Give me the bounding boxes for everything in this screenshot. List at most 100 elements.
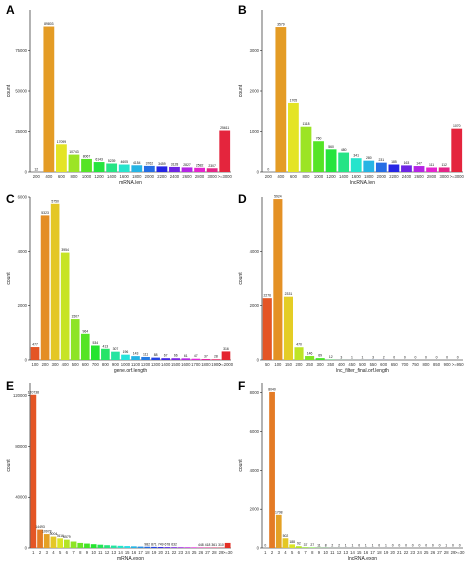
panel-e-bar	[171, 547, 177, 548]
panel-a-data-label: 4605	[120, 160, 128, 164]
panel-c-x-tick-label: 800	[102, 362, 110, 367]
panel-c-bar	[181, 358, 191, 360]
panel-a-x-tick-label: 2400	[170, 174, 180, 179]
panel-c-data-label: 307	[113, 347, 119, 351]
panel-f-data-label: 11	[317, 543, 321, 547]
panel-f-bar	[269, 391, 275, 548]
panel-f-letter: F	[238, 379, 245, 393]
panel-f-x-tick-label: 2	[271, 550, 274, 555]
panel-a-x-tick-label: 2800	[195, 174, 205, 179]
panel-e-x-tick-label: 18	[145, 550, 150, 555]
panel-f-x-tick-label: 10	[323, 550, 328, 555]
panel-d-x-axis-title: lnc_filter_final.orf.length	[336, 368, 389, 374]
panel-b-x-tick-label: 1400	[339, 174, 349, 179]
panel-f-data-label: 0	[358, 544, 360, 548]
panel-e-x-tick-label: 28	[212, 550, 217, 555]
panel-a-x-tick-label: 1600	[120, 174, 130, 179]
panel-a-x-tick-label: 1200	[94, 174, 104, 179]
panel-e-x-tick-label: 10	[91, 550, 96, 555]
panel-c-x-axis-title: gene.orf.length	[114, 368, 148, 374]
panel-e-x-tick-label: 7	[72, 550, 75, 555]
panel-f-data-label: 1	[352, 543, 354, 547]
panel-a-data-label: 2582	[196, 163, 204, 167]
panel-a-bar	[81, 158, 92, 172]
panel-a-data-label: 10743	[69, 150, 79, 154]
panel-a-y-tick-label: 25000	[15, 129, 27, 134]
panel-e-bar	[157, 547, 164, 548]
panel-c-data-label: 88	[154, 353, 158, 357]
panel-d-data-label: 1	[351, 355, 353, 359]
panel-a-bar	[43, 26, 55, 173]
panel-e-bar	[184, 547, 191, 548]
panel-c-bar	[30, 347, 40, 360]
panel-c-bar	[111, 351, 120, 360]
panel-d-data-label: 0	[404, 356, 406, 360]
panel-b-x-tick-label: 600	[290, 174, 298, 179]
panel-a-data-label: 3762	[146, 161, 154, 165]
panel-e-x-tick-label: >=30	[223, 550, 233, 555]
panel-e-bar	[77, 542, 84, 548]
panel-f-data-label: 1	[372, 543, 374, 547]
panel-c-bar	[221, 351, 231, 360]
panel-e-bar	[70, 541, 77, 548]
panel-f-y-tick-label: 8000	[250, 390, 260, 395]
panel-a-bar	[194, 167, 205, 172]
panel-f-data-label: 0	[392, 544, 394, 548]
panel-c-bar	[121, 354, 130, 360]
panel-c-data-label: 47	[194, 354, 198, 358]
panel-b-data-label: 163	[404, 161, 410, 165]
panel-c-x-tick-label: 900	[112, 362, 120, 367]
panel-b-data-label: 111	[429, 163, 434, 167]
panel-f-x-tick-label: 24	[417, 550, 422, 555]
panel-d-x-tick-label: 500	[359, 362, 367, 367]
panel-e-x-tick-label: 12	[105, 550, 110, 555]
panel-d-data-label: 3	[340, 355, 342, 359]
panel-e: E040000800001200001207381144932109783900…	[6, 379, 233, 562]
panel-f-x-tick-label: 22	[404, 550, 409, 555]
panel-b-data-label: 480	[341, 148, 347, 152]
panel-e-x-tick-label: 29	[219, 550, 224, 555]
panel-b-data-label: 185	[391, 160, 397, 164]
panel-a-bar	[206, 168, 218, 172]
panel-f-x-tick-label: 9	[318, 550, 321, 555]
panel-e-x-tick-label: 25	[192, 550, 197, 555]
panel-a-data-label: 8067	[83, 154, 91, 158]
panel-a-data-label: 25611	[220, 126, 229, 130]
panel-b-bar	[438, 167, 450, 172]
panel-c-bar	[70, 319, 80, 360]
panel-d-bar	[262, 298, 272, 360]
panel-b-x-tick-label: 2200	[389, 174, 399, 179]
panel-d-x-tick-label: 900	[444, 362, 452, 367]
panel-c-y-tick-label: 2000	[18, 303, 28, 308]
panel-b-x-tick-label: 1000	[314, 174, 324, 179]
panel-d-data-label: 5924	[274, 195, 282, 199]
panel-f-x-tick-label: 19	[384, 550, 389, 555]
panel-d-x-tick-label: 800	[422, 362, 430, 367]
panel-c-data-label: 413	[103, 344, 109, 348]
panel-e-data-label: 9004	[50, 532, 58, 536]
panel-c-y-tick-label: 0	[25, 358, 28, 363]
panel-c-x-tick-label: 700	[92, 362, 100, 367]
panel-c-data-label: 3954	[61, 248, 69, 252]
panel-f-x-tick-label: 4	[284, 550, 287, 555]
panel-a-data-label: 3459	[158, 162, 166, 166]
panel-d-data-label: 0	[457, 356, 459, 360]
panel-f-data-label: 1708	[275, 510, 283, 514]
panel-c-data-label: 66	[174, 354, 178, 358]
panel-b-data-label: 280	[366, 156, 372, 160]
panel-f-x-tick-label: 17	[370, 550, 375, 555]
panel-d-data-label: 0	[446, 356, 448, 360]
panel-a-y-tick-label: 0	[25, 170, 28, 175]
panel-c-x-tick-label: 600	[82, 362, 90, 367]
panel-f-x-tick-label: 14	[350, 550, 355, 555]
panel-c-bar	[191, 358, 201, 360]
panel-e-x-axis-title: mRNA.exon	[117, 556, 144, 562]
panel-e-y-tick-label: 40000	[15, 495, 27, 500]
panel-f-data-label: 0	[412, 544, 414, 548]
panel-b-bar	[413, 166, 425, 172]
panel-e-bar	[50, 536, 57, 548]
panel-a-bar	[118, 164, 130, 172]
panel-c-bar	[60, 252, 70, 360]
panel-f-data-label: 8	[325, 543, 327, 547]
